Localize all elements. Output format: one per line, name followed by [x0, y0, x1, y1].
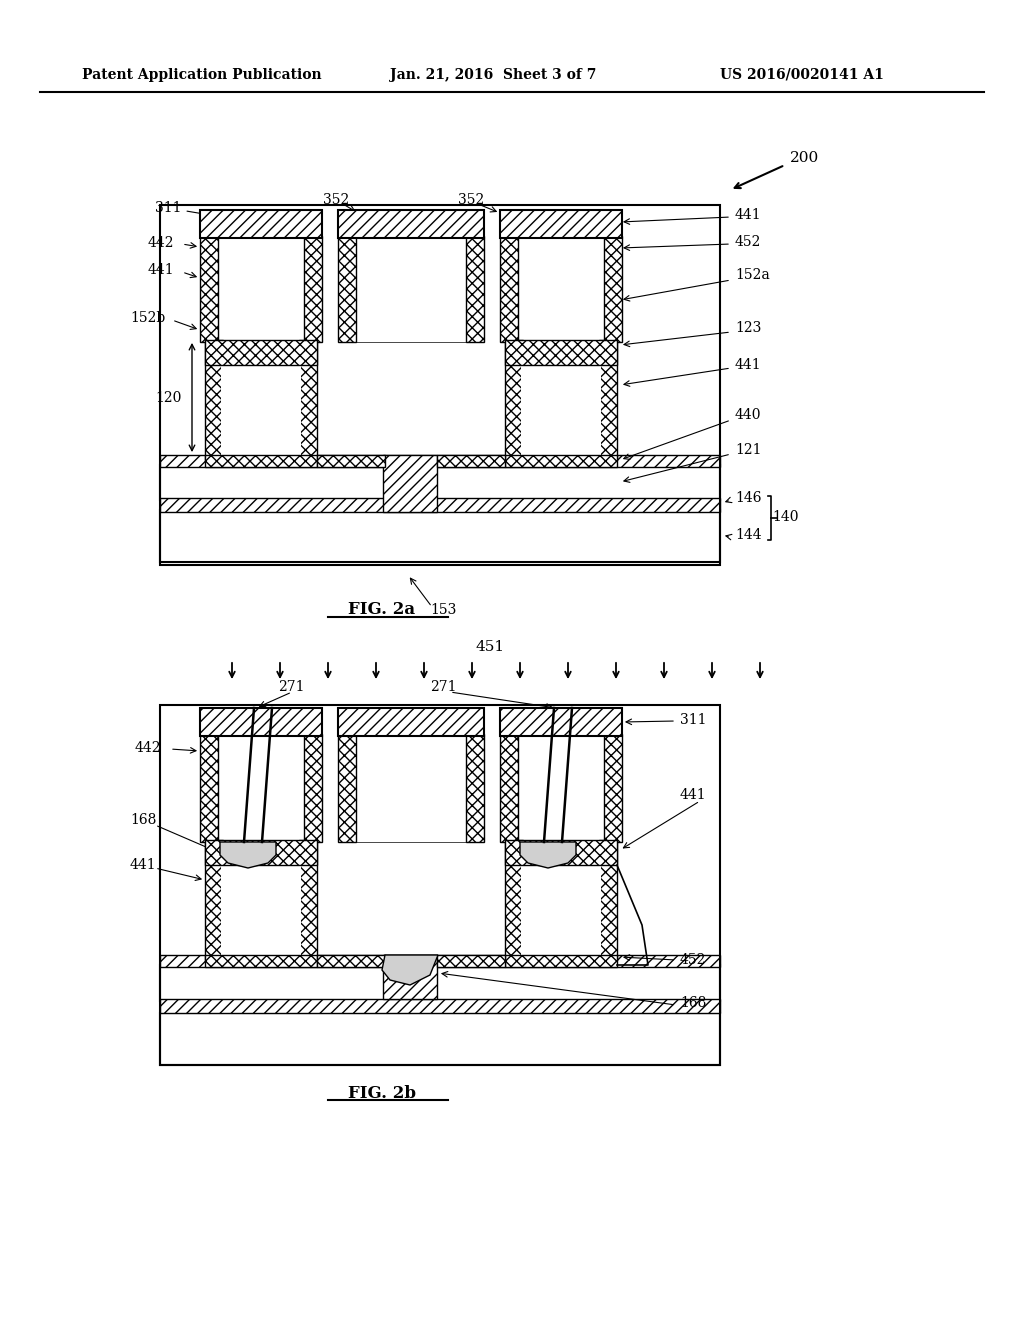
Bar [521, 363, 601, 459]
Text: 120: 120 [155, 391, 181, 405]
Bar [604, 236, 622, 342]
Bar [516, 236, 606, 342]
Bar [304, 734, 322, 842]
Text: 168: 168 [130, 813, 157, 828]
Bar [299, 840, 317, 960]
Text: 452: 452 [735, 235, 762, 249]
Bar [221, 863, 301, 960]
Bar [160, 498, 720, 512]
Text: 441: 441 [735, 358, 762, 372]
Text: Jan. 21, 2016  Sheet 3 of 7: Jan. 21, 2016 Sheet 3 of 7 [390, 69, 596, 82]
Bar [505, 840, 523, 960]
Bar [604, 734, 622, 842]
Bar [338, 734, 356, 842]
Text: 452: 452 [680, 953, 707, 968]
Text: 200: 200 [790, 150, 819, 165]
Text: 311: 311 [155, 201, 207, 215]
Bar [317, 455, 385, 467]
Bar [304, 236, 322, 342]
Bar [354, 236, 468, 342]
Bar [200, 708, 322, 737]
Bar [466, 734, 484, 842]
Bar [317, 954, 385, 968]
Text: 146: 146 [735, 491, 762, 506]
Bar [221, 363, 301, 459]
Bar [338, 236, 356, 342]
Bar [205, 840, 317, 865]
Bar [160, 1012, 720, 1065]
Bar [216, 236, 306, 342]
Polygon shape [382, 954, 438, 985]
Bar [160, 465, 720, 500]
Text: 153: 153 [430, 603, 457, 616]
Bar [354, 734, 468, 842]
Text: 440: 440 [735, 408, 762, 422]
Bar [160, 999, 720, 1012]
Bar [338, 708, 484, 737]
Bar [505, 341, 617, 366]
Text: 271: 271 [430, 680, 457, 694]
Bar [160, 705, 720, 1065]
Text: 442: 442 [135, 741, 162, 755]
Bar [160, 954, 720, 968]
Text: 441: 441 [680, 788, 707, 803]
Text: 442: 442 [148, 236, 174, 249]
Bar [505, 455, 617, 467]
Bar [205, 455, 317, 467]
Text: 441: 441 [735, 209, 762, 222]
Bar [205, 954, 317, 968]
Bar [505, 954, 617, 968]
Text: 441: 441 [130, 858, 157, 873]
Text: 140: 140 [772, 510, 799, 524]
Bar [160, 965, 720, 1001]
Bar [500, 708, 622, 737]
Text: 352: 352 [458, 193, 484, 207]
Text: FIG. 2b: FIG. 2b [348, 1085, 416, 1101]
Bar [383, 954, 437, 999]
Text: 121: 121 [735, 444, 762, 457]
Text: FIG. 2a: FIG. 2a [348, 602, 415, 619]
Bar [205, 341, 223, 459]
Bar [205, 341, 317, 366]
Text: Patent Application Publication: Patent Application Publication [82, 69, 322, 82]
Bar [516, 734, 606, 842]
Text: 451: 451 [475, 640, 505, 653]
Bar [466, 236, 484, 342]
Bar [599, 840, 617, 960]
Text: 123: 123 [735, 321, 762, 335]
Bar [299, 341, 317, 459]
Bar [338, 210, 484, 238]
Bar [500, 210, 622, 238]
Text: 352: 352 [323, 193, 349, 207]
Bar [437, 954, 505, 968]
Bar [500, 236, 518, 342]
Bar [500, 734, 518, 842]
Bar [383, 455, 437, 512]
Text: 152b: 152b [130, 312, 165, 325]
Bar [200, 236, 218, 342]
Text: 168: 168 [680, 997, 707, 1010]
Bar [160, 455, 720, 467]
Polygon shape [220, 842, 276, 869]
Text: 441: 441 [148, 263, 175, 277]
Text: 152a: 152a [735, 268, 770, 282]
Bar [521, 863, 601, 960]
Bar [205, 840, 223, 960]
Polygon shape [520, 842, 575, 869]
Bar [505, 840, 617, 865]
Text: US 2016/0020141 A1: US 2016/0020141 A1 [720, 69, 884, 82]
Bar [160, 510, 720, 562]
Text: 311: 311 [680, 713, 707, 727]
Bar [200, 210, 322, 238]
Bar [160, 205, 720, 565]
Bar [437, 455, 505, 467]
Text: 144: 144 [735, 528, 762, 543]
Bar [599, 341, 617, 459]
Bar [200, 734, 218, 842]
Bar [216, 734, 306, 842]
Text: 271: 271 [278, 680, 304, 694]
Bar [505, 341, 523, 459]
